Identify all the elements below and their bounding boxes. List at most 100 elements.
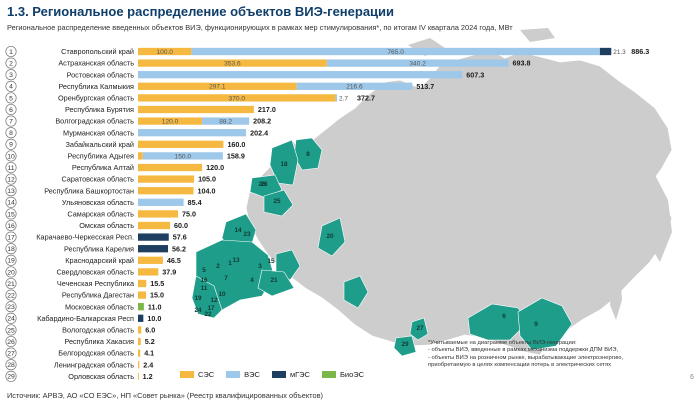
map-region-altai (393, 335, 417, 357)
bar-segment-мГЭС (138, 233, 169, 241)
bar-total-label: 160.0 (227, 140, 245, 149)
category-label: Республика Адыгея (68, 152, 134, 161)
category-label: Ленинградская область (54, 360, 134, 369)
map-region-number: 3 (258, 263, 262, 270)
row-number-circle (5, 208, 17, 220)
legend-label: ВЭС (244, 370, 260, 379)
bar-segment-мГЭС (599, 47, 612, 56)
bar-segment-ВЭС (296, 82, 413, 90)
map-region-khakasia (409, 317, 429, 341)
bar-segment-СЭС (138, 140, 224, 148)
row-number: 16 (7, 223, 15, 230)
row-number: 20 (7, 269, 15, 276)
row-number-circle (5, 266, 17, 278)
bar-segment-ВЭС (142, 152, 223, 160)
bar-segment-ВЭС (202, 117, 250, 125)
bar-segment-СЭС (138, 256, 163, 264)
bar-segment-СЭС (138, 221, 171, 230)
row-number: 24 (7, 316, 15, 323)
row-number: 12 (7, 177, 15, 184)
row-number: 4 (9, 84, 13, 91)
map-region-number: 22 (204, 311, 212, 318)
map-region-number: 7 (224, 275, 228, 282)
row-number-circle (5, 370, 17, 382)
segment-value-label: 88.2 (219, 119, 232, 126)
map-region-number: 28 (260, 181, 268, 188)
footnote-line: *Учитываемые на диаграмме объекты ВИЭ-ге… (428, 340, 577, 346)
map-region-number: 15 (267, 258, 275, 265)
legend-swatch (226, 371, 241, 378)
category-label: Оренбургская область (58, 94, 134, 103)
category-label: Саратовская область (61, 175, 134, 184)
row-number-circle (5, 45, 17, 58)
category-label: Ростовская область (67, 70, 135, 79)
bar-segment-СЭС (138, 349, 141, 357)
category-label: Краснодарский край (65, 256, 134, 265)
category-label: Свердловская область (56, 268, 134, 277)
segment-value-label: 21.3 (613, 49, 626, 56)
map-region-south (191, 275, 223, 319)
category-label: Забайкальский край (66, 140, 135, 149)
row-number: 17 (7, 235, 15, 242)
bar-total-label: 4.1 (144, 349, 154, 358)
row-number: 29 (7, 374, 15, 381)
map-region-zabaykalsky (517, 297, 573, 351)
legend-item: СЭС (180, 370, 214, 379)
category-label: Белгородская область (58, 349, 134, 358)
category-label: Чеченская Республика (57, 279, 135, 288)
bar-total-label: 202.4 (250, 128, 268, 137)
row-number-circle (5, 150, 17, 162)
row-number: 1 (9, 49, 13, 56)
row-number: 21 (7, 281, 15, 288)
footnote-line: приобретаемую в целях компенсации потерь… (428, 362, 612, 369)
row-number-circle (5, 138, 17, 150)
segment-value-label: 765.0 (387, 49, 404, 56)
bar-total-label: 15.5 (150, 279, 164, 288)
category-label: Волгоградская область (55, 117, 134, 126)
map-region-number: 27 (416, 325, 424, 332)
row-number: 5 (9, 95, 13, 102)
bar-total-label: 158.9 (227, 152, 245, 161)
category-label: Кабардино-Балкарская Респ (37, 314, 134, 323)
row-number-circle (5, 92, 17, 104)
legend-item: мГЭС (271, 370, 310, 379)
segment-value-label: 297.1 (209, 84, 226, 91)
row-number-circle (5, 277, 17, 290)
row-number: 25 (7, 327, 15, 334)
category-label: Самарская область (67, 210, 134, 219)
segment-value-label: 150.0 (175, 153, 192, 160)
bar-segment-ВЭС (138, 198, 184, 206)
row-number: 23 (7, 304, 15, 311)
row-number: 11 (7, 165, 14, 172)
bar-segment-СЭС (138, 117, 203, 125)
category-label: Республика Карелия (64, 244, 134, 253)
footnote: *Учитываемые на диаграмме объекты ВИЭ-ге… (428, 340, 683, 370)
bar-total-label: 513.7 (416, 82, 434, 91)
bar-segment-СЭС (138, 268, 159, 276)
map-region-number: 26 (258, 181, 266, 188)
category-label: Республика Башкортостан (44, 186, 134, 195)
legend-label: СЭС (198, 370, 215, 379)
bar-segment-БиоЭС (138, 303, 144, 311)
row-number-circle (5, 185, 17, 197)
bar-total-label: 693.8 (512, 59, 530, 68)
category-label: Омская область (79, 221, 134, 230)
map-region-number: 8 (306, 151, 310, 158)
row-number-circle (5, 115, 17, 127)
category-label: Орловская область (68, 372, 134, 381)
source-text: Источник: АРВЭ, АО «СО ЕЭС», НП «Совет р… (7, 391, 323, 400)
legend-label: мГЭС (289, 370, 310, 379)
category-label: Астраханская область (58, 59, 134, 68)
row-number: 15 (7, 211, 15, 218)
row-number-circle (5, 173, 17, 185)
map-region-number: 14 (234, 227, 242, 234)
category-label: Республика Бурятия (65, 105, 134, 114)
map-region-number: 20 (326, 233, 334, 240)
bar-segment-ВЭС (138, 71, 463, 79)
bar-segment-СЭС (138, 47, 192, 56)
bar-total-label: 56.2 (172, 244, 186, 253)
row-number-circle (5, 254, 17, 266)
row-number-circle (5, 243, 17, 255)
bar-segment-СЭС (138, 187, 194, 195)
